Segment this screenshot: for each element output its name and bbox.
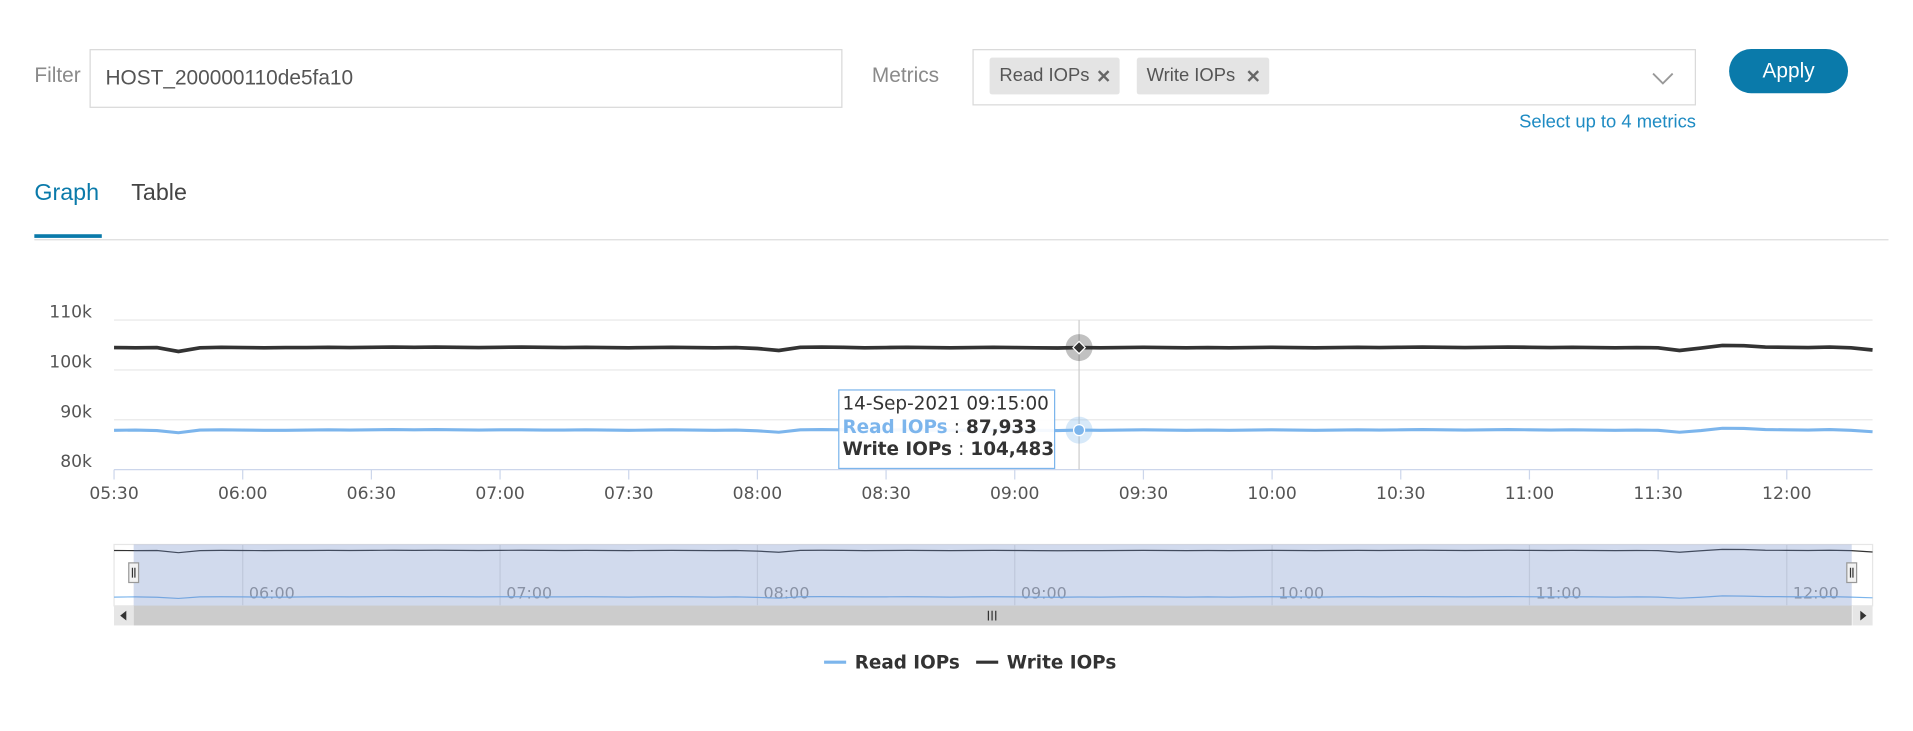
apply-button[interactable]: Apply: [1729, 49, 1849, 94]
navigator-handle[interactable]: [128, 562, 140, 584]
metric-chip: Read IOPs: [989, 57, 1120, 95]
hover-marker: [1072, 423, 1086, 437]
x-tick-label: 11:00: [1505, 484, 1554, 504]
navigator-tick-label: 12:00: [1793, 583, 1839, 602]
legend-label: Read IOPs: [855, 652, 960, 673]
tab-underline: [34, 234, 102, 238]
x-tick-label: 06:00: [218, 484, 267, 504]
y-tick-label: 110k: [49, 303, 92, 323]
navigator-tick-label: 11:00: [1536, 583, 1582, 602]
handle-body: [128, 562, 140, 584]
x-tick-label: 10:00: [1247, 484, 1296, 504]
legend-item[interactable]: Write IOPs: [976, 652, 1116, 673]
navigator-tick-label: 07:00: [506, 583, 552, 602]
x-tick-label: 09:30: [1119, 484, 1168, 504]
tooltip-value: 87,933: [966, 417, 1037, 438]
x-tick-label: 06:30: [347, 484, 396, 504]
x-tick-label: 07:30: [604, 484, 653, 504]
x-tick-label: 09:00: [990, 484, 1039, 504]
tooltip-separator: :: [954, 417, 960, 438]
chip-label: Read IOPs: [999, 64, 1090, 86]
tab-graph[interactable]: Graph: [34, 180, 100, 207]
tooltip-value: 104,483: [970, 439, 1054, 460]
x-tick-label: 08:30: [861, 484, 910, 504]
legend-item[interactable]: Read IOPs: [824, 652, 960, 673]
x-tick-label: 11:30: [1633, 484, 1682, 504]
metrics-label: Metrics: [871, 63, 940, 88]
tooltip-series: Read IOPs: [842, 417, 947, 438]
navigator-mask: [133, 544, 1852, 606]
tab-divider: [34, 239, 1889, 241]
handle-grip: [131, 567, 136, 578]
x-tick-label: 08:00: [733, 484, 782, 504]
scroll-left-arrow: [120, 610, 127, 621]
navigator-line: [114, 595, 1873, 600]
chip-label: Write IOPs: [1146, 64, 1236, 86]
tab-table[interactable]: Table: [131, 180, 187, 207]
navigator-handle[interactable]: [1846, 562, 1858, 584]
dropdown-chevron[interactable]: [1652, 72, 1674, 85]
chip-remove[interactable]: [1247, 70, 1260, 82]
tooltip-series: Write IOPs: [842, 439, 952, 460]
y-tick-label: 90k: [60, 402, 92, 422]
navigator-tick-label: 10:00: [1278, 583, 1324, 602]
metric-chip: Write IOPs: [1136, 57, 1270, 95]
tooltip-title: 14-Sep-2021 09:15:00: [842, 394, 1048, 415]
series-line: [114, 343, 1873, 354]
navigator-bg: [113, 543, 1874, 607]
tooltip-row: Write IOPs:104,483: [842, 439, 1054, 460]
tooltip-row: Read IOPs:87,933: [842, 417, 1036, 438]
filter-label: Filter: [34, 63, 81, 88]
y-tick-label: 80k: [60, 452, 92, 472]
y-tick-label: 100k: [49, 352, 92, 372]
scroll-right-arrow: [1860, 610, 1867, 621]
handle-grip: [1849, 567, 1854, 578]
x-tick-label: 07:00: [475, 484, 524, 504]
navigator-line: [114, 548, 1873, 554]
x-tick-label: 05:30: [89, 484, 138, 504]
hover-marker: [1072, 340, 1087, 355]
scrollbar-grip: [987, 610, 997, 621]
tooltip-box: [838, 389, 1056, 470]
filter-input[interactable]: HOST_200000110de5fa10: [89, 49, 843, 108]
legend-label: Write IOPs: [1007, 652, 1117, 673]
x-tick-label: 12:00: [1762, 484, 1811, 504]
chip-remove[interactable]: [1097, 70, 1110, 82]
metrics-hint: Select up to 4 metrics: [1519, 111, 1696, 133]
x-tick-label: 10:30: [1376, 484, 1425, 504]
handle-body: [1846, 562, 1858, 584]
tooltip-separator: :: [958, 439, 964, 460]
